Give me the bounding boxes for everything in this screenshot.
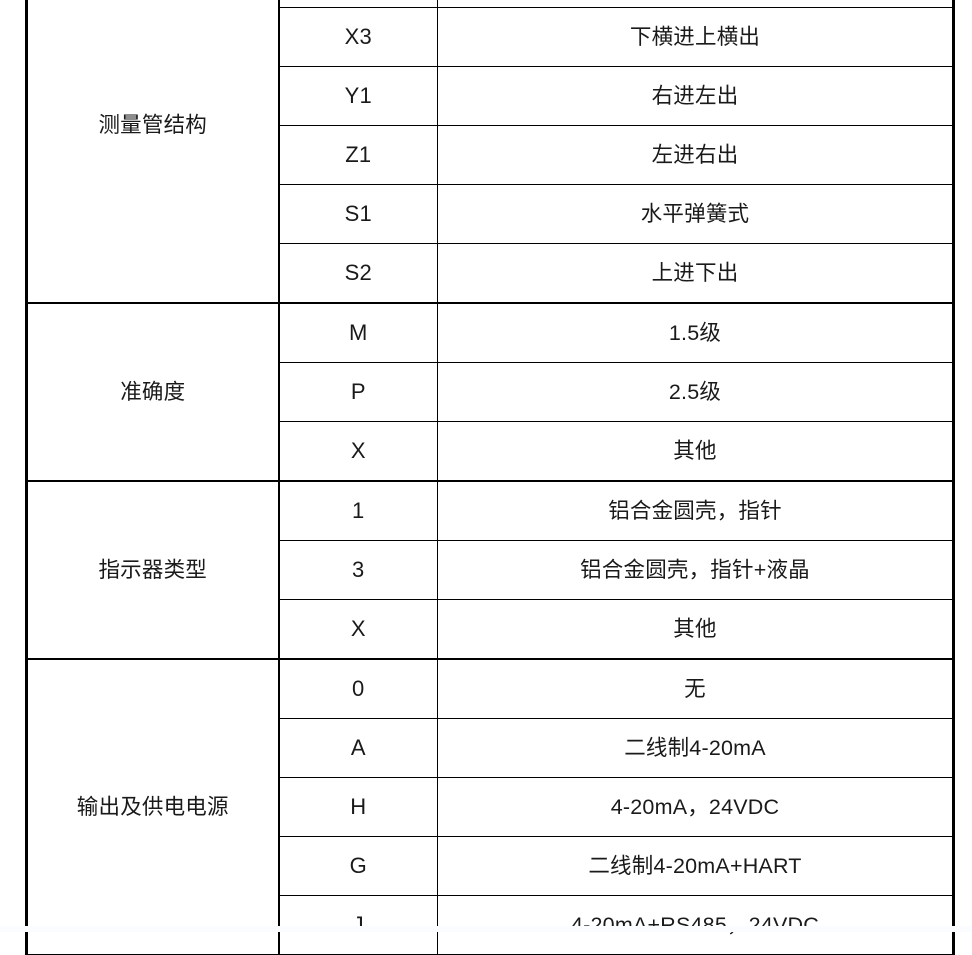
description-cell: 二线制4-20mA <box>437 718 955 778</box>
description-cell: 右进左出 <box>437 66 955 126</box>
table-row: X3 下横进上横出 <box>27 7 955 67</box>
code-cell: P <box>278 362 438 422</box>
code-cell: G <box>278 836 438 896</box>
table-row: P 2.5级 <box>27 362 955 422</box>
table-row: 3 铝合金圆壳，指针+液晶 <box>27 540 955 600</box>
code-cell: S1 <box>278 184 438 244</box>
table-row: X 其他 <box>27 421 955 482</box>
code-cell: X <box>278 421 438 482</box>
description-cell: 4-20mA+RS485，24VDC <box>437 895 955 955</box>
table-row: X 其他 <box>27 599 955 660</box>
description-cell: 上进下出 <box>437 0 955 8</box>
code-cell: Z1 <box>278 125 438 185</box>
description-cell: 铝合金圆壳，指针+液晶 <box>437 540 955 600</box>
table-row: 指示器类型 1 铝合金圆壳，指针 <box>25 480 955 660</box>
description-cell: 水平弹簧式 <box>437 184 955 244</box>
specification-table: 测量管结构 X2 上进下出 X3 下横进上横出 Y1 右进左出 Z1 左进右出 … <box>25 0 955 955</box>
group-label-accuracy: 准确度 <box>25 302 280 482</box>
description-cell: 下横进上横出 <box>437 7 955 67</box>
page-bottom-margin <box>0 926 972 932</box>
table-row: 准确度 M 1.5级 <box>25 302 955 482</box>
group-label-tube-structure: 测量管结构 <box>25 0 280 304</box>
description-cell: 1.5级 <box>437 302 955 363</box>
table-body: 测量管结构 X2 上进下出 X3 下横进上横出 Y1 右进左出 Z1 左进右出 … <box>25 0 955 955</box>
table-row: A 二线制4-20mA <box>27 718 955 778</box>
code-cell: A <box>278 718 438 778</box>
code-cell: S2 <box>278 243 438 304</box>
description-cell: 4-20mA，24VDC <box>437 777 955 837</box>
description-cell: 铝合金圆壳，指针 <box>437 480 955 541</box>
code-cell: 1 <box>278 480 438 541</box>
description-cell: 其他 <box>437 599 955 660</box>
description-cell: 2.5级 <box>437 362 955 422</box>
code-cell: Y1 <box>278 66 438 126</box>
group-label-indicator-type: 指示器类型 <box>25 480 280 660</box>
table-row: Z1 左进右出 <box>27 125 955 185</box>
code-cell: J <box>278 895 438 955</box>
description-cell: 无 <box>437 658 955 719</box>
code-cell: M <box>278 302 438 363</box>
table-row: G 二线制4-20mA+HART <box>27 836 955 896</box>
table-row: S2 上进下出 <box>27 243 955 304</box>
code-cell: 3 <box>278 540 438 600</box>
table-row: 输出及供电电源 0 无 <box>25 658 955 955</box>
code-cell: 0 <box>278 658 438 719</box>
description-cell: 其他 <box>437 421 955 482</box>
table-row: S1 水平弹簧式 <box>27 184 955 244</box>
description-cell: 左进右出 <box>437 125 955 185</box>
table-row: 测量管结构 X2 上进下出 <box>25 0 955 304</box>
code-cell: X2 <box>278 0 438 8</box>
code-cell: H <box>278 777 438 837</box>
code-cell: X <box>278 599 438 660</box>
description-cell: 二线制4-20mA+HART <box>437 836 955 896</box>
description-cell: 上进下出 <box>437 243 955 304</box>
group-label-output-and-power: 输出及供电电源 <box>25 658 280 955</box>
code-cell: X3 <box>278 7 438 67</box>
